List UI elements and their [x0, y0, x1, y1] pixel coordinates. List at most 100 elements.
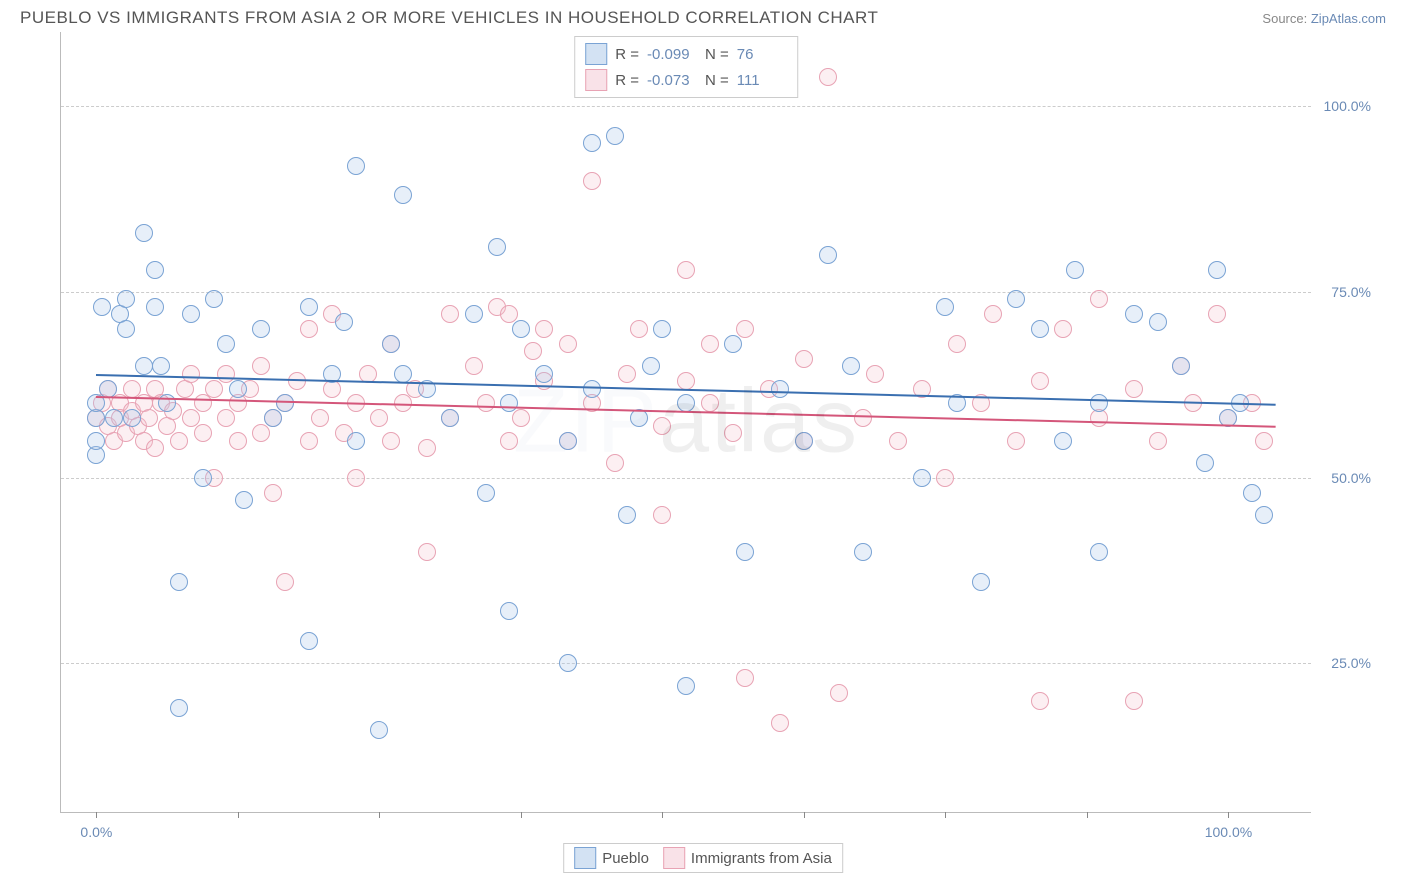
scatter-point-asia — [677, 372, 695, 390]
scatter-point-pueblo — [488, 238, 506, 256]
scatter-point-pueblo — [135, 357, 153, 375]
legend-label-asia: Immigrants from Asia — [691, 850, 832, 867]
scatter-point-pueblo — [630, 409, 648, 427]
scatter-point-pueblo — [512, 320, 530, 338]
x-tick — [96, 812, 97, 818]
scatter-point-pueblo — [1090, 543, 1108, 561]
series-legend: Pueblo Immigrants from Asia — [563, 843, 843, 873]
scatter-point-asia — [370, 409, 388, 427]
gridline — [61, 663, 1311, 664]
scatter-point-pueblo — [235, 491, 253, 509]
scatter-point-pueblo — [1090, 394, 1108, 412]
scatter-point-pueblo — [854, 543, 872, 561]
source-link[interactable]: ZipAtlas.com — [1311, 11, 1386, 26]
source-label: Source: — [1262, 11, 1307, 26]
scatter-point-pueblo — [276, 394, 294, 412]
n-value-pueblo: 76 — [737, 46, 787, 63]
scatter-point-pueblo — [724, 335, 742, 353]
scatter-point-asia — [217, 409, 235, 427]
scatter-point-pueblo — [117, 320, 135, 338]
scatter-point-pueblo — [300, 632, 318, 650]
legend-row-pueblo: R = -0.099 N = 76 — [585, 41, 787, 67]
scatter-point-pueblo — [300, 298, 318, 316]
x-tick — [1228, 812, 1229, 818]
scatter-point-pueblo — [936, 298, 954, 316]
scatter-point-asia — [1054, 320, 1072, 338]
scatter-point-pueblo — [606, 127, 624, 145]
scatter-point-pueblo — [335, 313, 353, 331]
scatter-point-pueblo — [1054, 432, 1072, 450]
scatter-point-pueblo — [1149, 313, 1167, 331]
scatter-point-asia — [300, 320, 318, 338]
x-tick — [804, 812, 805, 818]
scatter-point-asia — [229, 432, 247, 450]
swatch-pueblo — [585, 43, 607, 65]
scatter-point-pueblo — [105, 409, 123, 427]
scatter-point-asia — [300, 432, 318, 450]
scatter-point-pueblo — [795, 432, 813, 450]
n-value-asia: 111 — [737, 72, 787, 89]
scatter-point-asia — [194, 394, 212, 412]
scatter-point-asia — [500, 432, 518, 450]
scatter-point-asia — [276, 573, 294, 591]
swatch-asia — [663, 847, 685, 869]
x-tick — [1087, 812, 1088, 818]
scatter-point-pueblo — [99, 380, 117, 398]
scatter-point-pueblo — [1031, 320, 1049, 338]
scatter-point-pueblo — [182, 305, 200, 323]
scatter-point-asia — [653, 506, 671, 524]
scatter-point-pueblo — [653, 320, 671, 338]
scatter-point-asia — [477, 394, 495, 412]
gridline — [61, 478, 1311, 479]
legend-label-pueblo: Pueblo — [602, 850, 649, 867]
scatter-point-pueblo — [347, 432, 365, 450]
x-tick — [238, 812, 239, 818]
scatter-point-asia — [170, 432, 188, 450]
scatter-point-asia — [347, 469, 365, 487]
scatter-point-pueblo — [1066, 261, 1084, 279]
scatter-point-asia — [382, 432, 400, 450]
scatter-point-asia — [264, 484, 282, 502]
scatter-point-pueblo — [819, 246, 837, 264]
x-tick — [662, 812, 663, 818]
chart-container: 2 or more Vehicles in Household ZIPatlas… — [20, 32, 1386, 812]
scatter-point-asia — [653, 417, 671, 435]
scatter-point-asia — [889, 432, 907, 450]
y-tick-label: 100.0% — [1324, 98, 1371, 114]
x-tick-label: 0.0% — [80, 824, 112, 840]
y-tick-label: 75.0% — [1331, 284, 1371, 300]
scatter-point-asia — [948, 335, 966, 353]
scatter-point-pueblo — [972, 573, 990, 591]
chart-header: PUEBLO VS IMMIGRANTS FROM ASIA 2 OR MORE… — [0, 0, 1406, 32]
scatter-point-pueblo — [152, 357, 170, 375]
scatter-point-asia — [146, 439, 164, 457]
scatter-point-asia — [866, 365, 884, 383]
scatter-point-asia — [559, 335, 577, 353]
scatter-point-asia — [1208, 305, 1226, 323]
scatter-point-asia — [1090, 290, 1108, 308]
scatter-point-pueblo — [1196, 454, 1214, 472]
scatter-point-asia — [311, 409, 329, 427]
scatter-point-asia — [677, 261, 695, 279]
legend-item-asia: Immigrants from Asia — [663, 847, 832, 869]
scatter-point-asia — [618, 365, 636, 383]
scatter-point-pueblo — [170, 573, 188, 591]
scatter-point-pueblo — [500, 602, 518, 620]
x-tick — [379, 812, 380, 818]
scatter-point-pueblo — [1243, 484, 1261, 502]
chart-title: PUEBLO VS IMMIGRANTS FROM ASIA 2 OR MORE… — [20, 8, 878, 28]
scatter-point-asia — [418, 439, 436, 457]
scatter-point-pueblo — [465, 305, 483, 323]
scatter-point-pueblo — [913, 469, 931, 487]
scatter-point-asia — [583, 172, 601, 190]
scatter-point-asia — [1255, 432, 1273, 450]
scatter-point-asia — [418, 543, 436, 561]
scatter-point-asia — [771, 714, 789, 732]
scatter-point-asia — [465, 357, 483, 375]
scatter-point-asia — [1007, 432, 1025, 450]
gridline — [61, 292, 1311, 293]
scatter-point-asia — [795, 350, 813, 368]
scatter-point-asia — [1125, 692, 1143, 710]
y-tick-label: 50.0% — [1331, 470, 1371, 486]
scatter-point-asia — [524, 342, 542, 360]
